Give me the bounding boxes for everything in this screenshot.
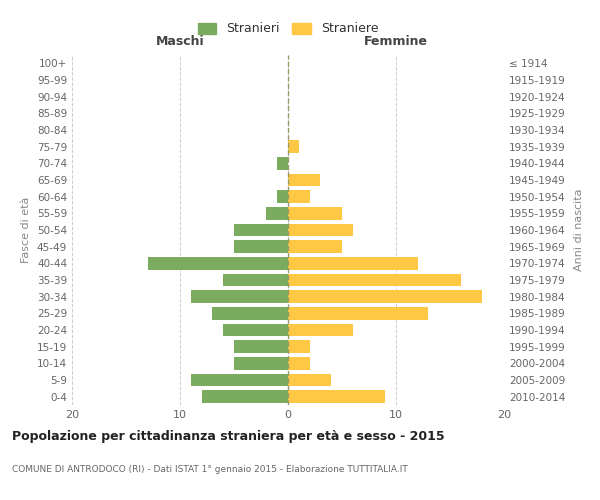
Bar (288, 274, 461, 286)
Y-axis label: Anni di nascita: Anni di nascita (574, 188, 584, 271)
Bar (223, 274, 288, 286)
Bar (288, 240, 342, 253)
Bar (212, 307, 288, 320)
Bar (288, 340, 310, 353)
Bar (234, 340, 288, 353)
Bar (288, 324, 353, 336)
Text: COMUNE DI ANTRODOCO (RI) - Dati ISTAT 1° gennaio 2015 - Elaborazione TUTTITALIA.: COMUNE DI ANTRODOCO (RI) - Dati ISTAT 1°… (12, 465, 408, 474)
Bar (234, 224, 288, 236)
Bar (288, 207, 342, 220)
Bar (288, 374, 331, 386)
Bar (288, 140, 299, 153)
Legend: Stranieri, Straniere: Stranieri, Straniere (194, 18, 382, 40)
Text: Femmine: Femmine (364, 35, 428, 48)
Bar (148, 257, 288, 270)
Bar (277, 190, 288, 203)
Bar (191, 290, 288, 303)
Y-axis label: Fasce di età: Fasce di età (22, 197, 31, 263)
Bar (288, 357, 310, 370)
Bar (202, 390, 288, 403)
Bar (266, 207, 288, 220)
Text: Popolazione per cittadinanza straniera per età e sesso - 2015: Popolazione per cittadinanza straniera p… (12, 430, 445, 443)
Bar (288, 307, 428, 320)
Bar (277, 157, 288, 170)
Bar (288, 390, 385, 403)
Bar (288, 257, 418, 270)
Text: Maschi: Maschi (155, 35, 205, 48)
Bar (288, 190, 310, 203)
Bar (288, 174, 320, 186)
Bar (223, 324, 288, 336)
Bar (234, 357, 288, 370)
Bar (288, 224, 353, 236)
Bar (234, 240, 288, 253)
Bar (288, 290, 482, 303)
Bar (191, 374, 288, 386)
